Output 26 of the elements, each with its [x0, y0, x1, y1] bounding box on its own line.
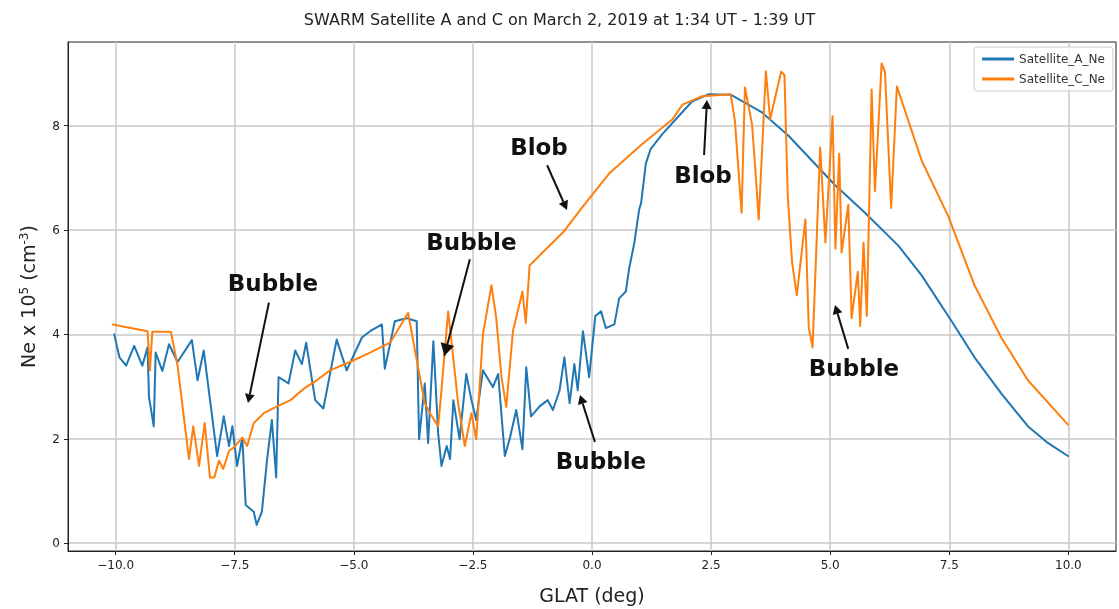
line-series	[113, 93, 1069, 526]
y-tick-label: 0	[52, 536, 60, 551]
x-tick-label: 10.0	[1055, 558, 1082, 572]
annotation: Bubble	[227, 270, 319, 296]
annotation: Blob	[510, 134, 568, 160]
x-tick-label: 7.5	[939, 558, 959, 572]
y-tick-label: 4	[52, 327, 60, 342]
y-tick-label: 6	[52, 222, 60, 237]
y-axis-title: Ne x 105 (cm-3)	[17, 225, 39, 368]
x-axis-title: GLAT (deg)	[539, 583, 645, 606]
legend-label: Satellite_A_Ne	[1019, 52, 1105, 66]
legend-label: Satellite_C_Ne	[1019, 72, 1105, 86]
x-tick-label: −5.0	[339, 558, 369, 572]
y-tick-label: 8	[52, 118, 60, 133]
annotation: Bubble	[555, 448, 647, 474]
x-tick-label: −10.0	[97, 558, 135, 572]
x-tick-label: −7.5	[220, 558, 250, 572]
y-tick-label: 2	[52, 431, 60, 446]
x-tick-label: 0.0	[582, 558, 602, 572]
x-tick-label: 2.5	[701, 558, 721, 572]
annotation: Bubble	[426, 229, 517, 256]
x-tick-label: −2.5	[458, 558, 488, 572]
x-tick-label: 5.0	[820, 558, 840, 572]
chart-title: SWARM Satellite A and C on March 2, 2019 at 1:34 UT - 1:39 UT	[303, 9, 816, 29]
annotation: Blob	[674, 162, 732, 188]
annotation: Bubble	[808, 355, 900, 381]
